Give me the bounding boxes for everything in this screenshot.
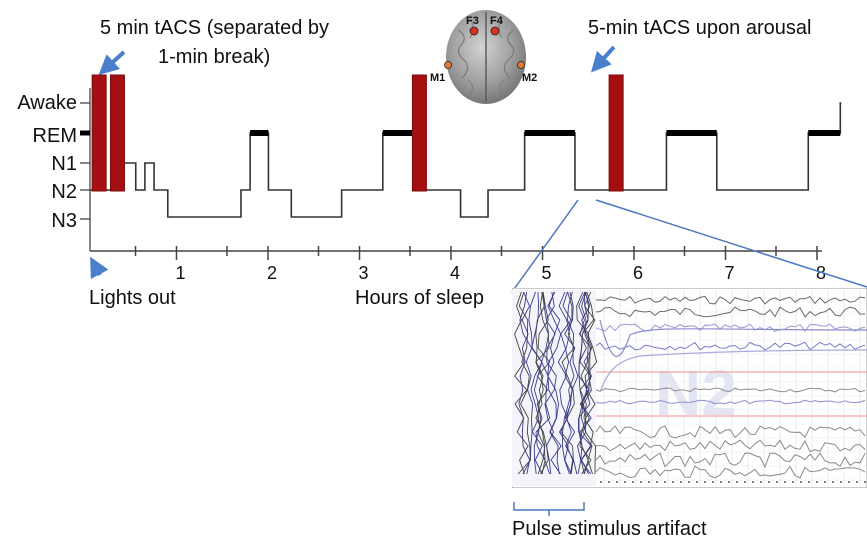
stage-axis: Awake REM N1 N2 N3 bbox=[17, 88, 91, 251]
eeg-inset: N2 bbox=[512, 288, 867, 488]
eeg-trace bbox=[595, 306, 866, 318]
eeg-trace bbox=[595, 295, 866, 305]
x-tick-label: 5 bbox=[541, 263, 551, 283]
tacs-arousal-label: 5-min tACS upon arousal bbox=[588, 17, 811, 39]
pulse-artifact-label: Pulse stimulus artifact bbox=[512, 518, 707, 538]
zoom-line-left bbox=[511, 199, 579, 293]
artifact-trace bbox=[514, 291, 529, 475]
x-tick-label: 4 bbox=[450, 263, 460, 283]
x-tick-label: 6 bbox=[633, 263, 643, 283]
zoom-line-right bbox=[595, 199, 867, 288]
artifact-trace bbox=[579, 291, 594, 475]
artifact-trace bbox=[578, 291, 593, 475]
artifact-trace bbox=[535, 291, 550, 475]
tacs-stim-bar bbox=[91, 74, 107, 192]
artifact-bracket bbox=[513, 502, 585, 516]
lights-out-label: Lights out bbox=[89, 287, 176, 309]
tacs-pair-label-line2: 1-min break) bbox=[158, 46, 270, 68]
artifact-trace bbox=[547, 291, 561, 475]
tacs-arousal-arrow bbox=[590, 45, 616, 73]
stage-label-awake: Awake bbox=[17, 92, 77, 114]
x-tick-label: 3 bbox=[358, 263, 368, 283]
hypnogram-trace bbox=[90, 102, 842, 218]
stage-label-n1: N1 bbox=[51, 153, 77, 175]
lights-out-arrow bbox=[90, 256, 109, 280]
artifact-trace bbox=[544, 291, 557, 475]
f3-label: F3 bbox=[466, 15, 479, 27]
artifact-trace bbox=[565, 291, 579, 475]
eeg-trace bbox=[595, 465, 866, 479]
hypnogram bbox=[90, 102, 842, 218]
inset-watermark: N2 bbox=[655, 357, 737, 429]
eeg-trace bbox=[595, 439, 866, 453]
m2-electrode bbox=[517, 61, 525, 69]
stimulation-bars bbox=[91, 74, 624, 192]
artifact-trace bbox=[547, 291, 562, 475]
tacs-pair-label-line1: 5 min tACS (separated by bbox=[100, 17, 329, 39]
f3-electrode bbox=[469, 26, 479, 36]
eeg-trace bbox=[595, 387, 866, 393]
eeg-trace bbox=[595, 341, 866, 351]
artifact-trace bbox=[531, 291, 543, 475]
tacs-stim-bar bbox=[109, 74, 125, 192]
artifact-trace bbox=[578, 291, 592, 475]
x-tick-label: 2 bbox=[267, 263, 277, 283]
artifact-trace bbox=[517, 291, 531, 475]
tacs-stim-bar bbox=[608, 74, 624, 192]
f4-label: F4 bbox=[490, 15, 504, 27]
brain-montage: F3 F4 M1 M2 bbox=[430, 10, 537, 104]
stage-label-n3: N3 bbox=[51, 210, 77, 232]
artifact-trace bbox=[560, 291, 573, 475]
artifact-trace bbox=[560, 291, 575, 475]
artifact-trace bbox=[577, 291, 592, 475]
stage-label-rem: REM bbox=[33, 125, 77, 147]
artifact-trace bbox=[577, 291, 592, 475]
tacs-stim-bar bbox=[411, 74, 427, 192]
hours-of-sleep-label: Hours of sleep bbox=[355, 287, 484, 309]
m1-label: M1 bbox=[430, 72, 445, 84]
m2-label: M2 bbox=[522, 72, 537, 84]
tacs-pair-arrow bbox=[98, 50, 126, 76]
eeg-trace bbox=[595, 323, 866, 332]
f4-electrode bbox=[490, 26, 500, 36]
stage-label-n2: N2 bbox=[51, 181, 77, 203]
eeg-trace bbox=[595, 399, 866, 405]
eeg-trace bbox=[595, 425, 866, 439]
eeg-trace bbox=[595, 452, 866, 469]
x-tick-label: 7 bbox=[724, 263, 734, 283]
x-tick-label: 1 bbox=[175, 263, 185, 283]
m1-electrode bbox=[444, 61, 452, 69]
artifact-trace bbox=[518, 291, 531, 475]
artifact-trace bbox=[528, 291, 543, 475]
